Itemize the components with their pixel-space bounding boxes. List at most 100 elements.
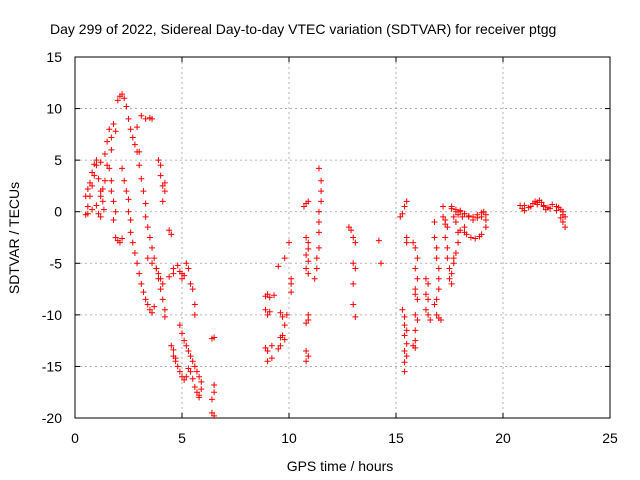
data-point — [183, 260, 190, 267]
data-point — [183, 342, 190, 349]
data-point — [108, 177, 115, 184]
x-tick-label: 25 — [602, 430, 618, 446]
data-point — [277, 342, 284, 349]
data-point — [157, 275, 164, 282]
data-point — [108, 146, 115, 153]
data-point — [264, 291, 271, 298]
data-point — [136, 162, 143, 169]
y-tick-label: -15 — [42, 358, 62, 374]
data-point — [305, 270, 312, 277]
series-arc-9 — [144, 255, 166, 287]
data-point — [144, 255, 151, 262]
data-point — [318, 177, 325, 184]
data-point — [104, 138, 111, 145]
data-point — [208, 396, 215, 403]
data-point — [211, 334, 218, 341]
data-point — [412, 265, 419, 272]
data-point — [170, 270, 177, 277]
data-point — [422, 306, 429, 313]
series-arc-32 — [431, 219, 444, 324]
series-arc-35 — [448, 203, 468, 267]
data-point — [303, 347, 310, 354]
data-point — [144, 301, 151, 308]
data-point — [170, 346, 177, 353]
data-point — [414, 275, 421, 282]
data-point — [446, 275, 453, 282]
data-point — [279, 332, 286, 339]
series-arc-30 — [410, 286, 421, 351]
data-point — [161, 306, 168, 313]
data-point — [110, 121, 117, 128]
data-point — [444, 244, 451, 251]
data-point — [268, 342, 275, 349]
data-point — [425, 296, 432, 303]
data-point — [110, 198, 117, 205]
series-arc-17 — [168, 342, 179, 362]
data-point — [136, 148, 143, 155]
series-arc-26 — [375, 237, 385, 267]
data-point — [480, 208, 487, 215]
data-point — [412, 344, 419, 351]
data-point — [399, 306, 406, 313]
data-point — [183, 373, 190, 380]
data-point — [303, 320, 310, 327]
data-point — [153, 265, 160, 272]
data-point — [84, 186, 91, 193]
data-point — [176, 322, 183, 329]
data-point — [176, 268, 183, 275]
data-point — [155, 157, 162, 164]
data-point — [127, 229, 134, 236]
data-point — [125, 208, 132, 215]
data-point — [138, 175, 145, 182]
data-point — [127, 126, 134, 133]
data-point — [313, 255, 320, 262]
data-point — [448, 280, 455, 287]
data-point — [452, 249, 459, 256]
data-point — [433, 311, 440, 318]
data-point — [315, 229, 322, 236]
data-point — [89, 169, 96, 176]
series-arc-36 — [457, 207, 489, 242]
series-arc-31 — [422, 275, 434, 324]
data-point — [538, 199, 545, 206]
data-point — [211, 389, 218, 396]
data-point — [448, 270, 455, 277]
data-point — [110, 216, 117, 223]
data-points — [82, 91, 569, 419]
data-point — [450, 260, 457, 267]
data-point — [266, 308, 273, 315]
data-point — [482, 224, 489, 231]
data-point — [412, 337, 419, 344]
data-point — [112, 128, 119, 135]
data-point — [138, 280, 145, 287]
data-point — [187, 280, 194, 287]
data-point — [315, 165, 322, 172]
data-point — [97, 213, 104, 220]
data-point — [435, 275, 442, 282]
data-point — [557, 214, 564, 221]
data-point — [193, 368, 200, 375]
data-point — [281, 322, 288, 329]
data-point — [300, 203, 307, 210]
data-point — [185, 347, 192, 354]
data-point — [104, 162, 111, 169]
data-point — [189, 286, 196, 293]
data-point — [410, 239, 417, 246]
x-tick-label: 5 — [178, 430, 186, 446]
data-point — [211, 381, 218, 388]
data-point — [131, 141, 138, 148]
data-point — [93, 157, 100, 164]
data-point — [155, 270, 162, 277]
data-point — [442, 234, 449, 241]
data-point — [101, 150, 108, 157]
data-point — [435, 286, 442, 293]
data-point — [403, 353, 410, 360]
data-point — [131, 249, 138, 256]
data-point — [457, 208, 464, 215]
data-point — [414, 317, 421, 324]
data-point — [482, 216, 489, 223]
data-point — [414, 255, 421, 262]
data-point — [151, 255, 158, 262]
data-point — [136, 270, 143, 277]
series-arc-39 — [521, 201, 566, 221]
